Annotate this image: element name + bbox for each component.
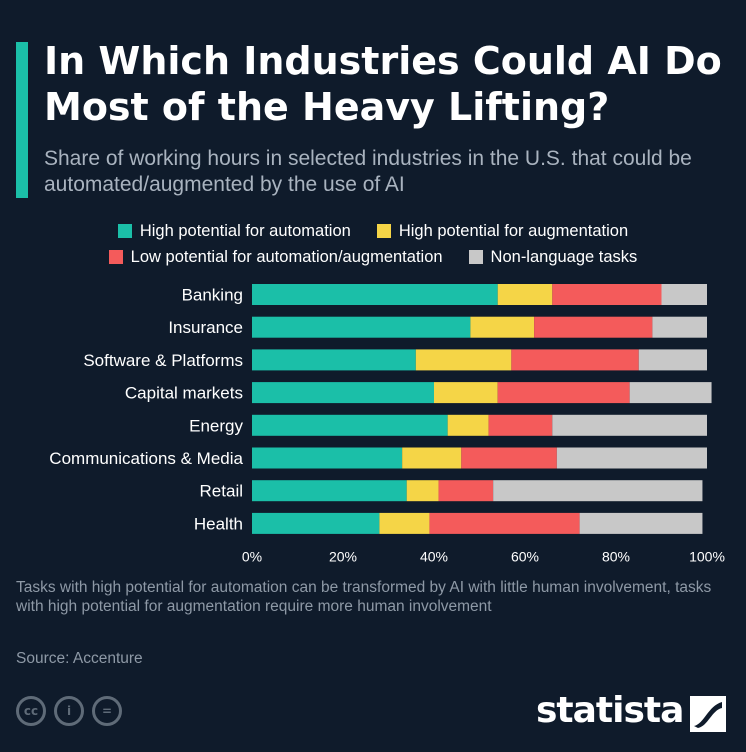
legend-swatch-augmentation [376,224,391,238]
legend-swatch-low [108,250,123,264]
legend: High potential for automation High poten… [0,218,746,270]
bar-segment-automation [252,284,498,305]
x-tick-label: 80% [602,549,630,565]
brand-logo: statista [536,690,684,731]
legend-label-nonlanguage: Non-language tasks [490,247,638,266]
category-label: Communications & Media [49,449,243,468]
bar-segment-low [534,316,653,338]
bar-segment-nonlanguage [556,447,707,469]
legend-item-nonlanguage: Non-language tasks [468,247,638,267]
license-icons: cc i = [16,696,122,726]
bar-segment-automation [252,316,471,338]
bar-segment-low [438,480,494,502]
chart-subtitle: Share of working hours in selected indus… [44,147,692,196]
x-tick-label: 40% [420,549,448,565]
x-tick-label: 20% [329,549,357,565]
bar-segment-low [488,414,553,436]
legend-label-augmentation: High potential for augmentation [398,221,629,240]
legend-swatch-automation [117,224,132,238]
chart-title: In Which Industries Could AI Do Most of … [44,39,722,129]
footnote: Tasks with high potential for automation… [16,579,712,615]
category-label: Retail [200,482,243,501]
category-label: Capital markets [125,384,243,403]
bar-segment-automation [252,349,416,371]
legend-item-low: Low potential for automation/augmentatio… [108,247,443,267]
bar-segment-low [497,382,630,404]
bar-segment-augmentation [406,480,439,502]
bar-segment-augmentation [447,414,489,436]
bar-segment-automation [252,382,434,404]
bar-segment-nonlanguage [638,349,707,371]
source-text: Source: Accenture [16,650,143,667]
bar-segment-augmentation [434,382,498,404]
category-label: Software & Platforms [83,351,243,370]
x-tick-label: 0% [242,549,262,565]
legend-item-augmentation: High potential for augmentation [376,221,629,241]
legend-label-low: Low potential for automation/augmentatio… [130,247,443,266]
bar-segment-automation [252,512,380,534]
bar-segment-nonlanguage [552,414,707,436]
category-label: Health [194,514,243,533]
accent-bar [16,42,28,198]
bar-segment-low [552,284,662,305]
bar-segment-nonlanguage [579,512,703,534]
category-label: Energy [189,416,243,435]
legend-label-automation: High potential for automation [139,221,351,240]
cc-icon: cc [16,696,46,726]
bar-segment-automation [252,447,403,469]
stacked-bar-chart: Banking Insurance Software & Platforms Capi… [49,284,725,565]
bar-segment-low [511,349,639,371]
bar-segment-low [461,447,557,469]
category-label: Banking [182,286,243,305]
attribution-icon: i [54,696,84,726]
bar-segment-augmentation [402,447,462,469]
category-label: Insurance [168,318,243,337]
x-tick-label: 100% [689,549,725,565]
x-tick-label: 60% [511,549,539,565]
bar-segment-low [429,512,580,534]
bar-segment-nonlanguage [493,480,703,502]
legend-swatch-nonlanguage [468,250,483,264]
bar-segment-augmentation [470,316,535,338]
statista-mark-icon [690,696,726,732]
bar-segment-augmentation [415,349,512,371]
bar-segment-automation [252,480,407,502]
bar-segment-automation [252,414,448,436]
bar-segment-nonlanguage [661,284,707,305]
bar-segment-augmentation [379,512,430,534]
bar-segment-augmentation [497,284,553,305]
no-derivatives-icon: = [92,696,122,726]
legend-item-automation: High potential for automation [117,221,351,241]
bar-segment-nonlanguage [652,316,707,338]
bar-segment-nonlanguage [629,382,712,404]
